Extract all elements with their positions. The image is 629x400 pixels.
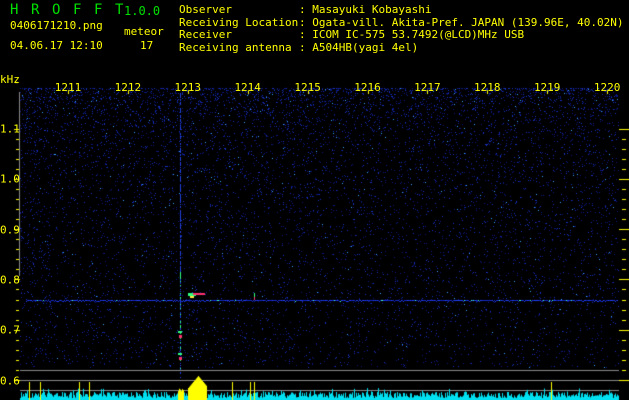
info-value: : ICOM IC-575 53.7492(@LCD)MHz USB — [299, 28, 525, 41]
time-label: 1213 — [174, 81, 202, 94]
title-letter: F — [94, 2, 103, 18]
freq-label: 1.0 — [0, 172, 20, 186]
title-letter: F — [73, 2, 82, 18]
info-value: : Masayuki Kobayashi — [299, 3, 432, 16]
title-letter: O — [52, 2, 61, 18]
freq-label: 0.6 — [0, 374, 20, 387]
time-label: 1214 — [234, 81, 261, 94]
title-letter: H — [10, 2, 19, 18]
freq-label: 0.7 — [0, 323, 20, 337]
freq-label: 0.9 — [0, 223, 20, 237]
time-label: 1220 — [593, 81, 621, 94]
info-label: Receiving antenna — [179, 40, 292, 54]
meteor-label: meteor — [124, 25, 164, 38]
info-observer: Observer : Masayuki Kobayashi — [179, 3, 624, 17]
time-label: 1219 — [533, 81, 561, 94]
info-label: Receiving Location — [179, 15, 299, 29]
time-label: 1218 — [474, 81, 501, 94]
time-label: 1215 — [294, 81, 321, 94]
app-version: 1.0.0 — [124, 4, 161, 18]
info-antenna: Receiving antenna : A504HB(yagi 4el) — [179, 40, 624, 55]
time-label: 1217 — [414, 81, 441, 94]
file-name: 0406171210.png — [10, 19, 103, 32]
freq-label: 1.1 — [0, 122, 20, 136]
title-letter: R — [31, 2, 40, 18]
info-value: : Ogata-vill. Akita-Pref. JAPAN (139.96E… — [299, 15, 624, 29]
axis-unit: kHz — [0, 73, 20, 86]
meteor-count: 17 — [140, 39, 154, 52]
time-label: 1216 — [354, 81, 381, 94]
station-info: Observer : Masayuki Kobayashi Receiving L… — [179, 3, 624, 55]
info-receiver: Receiver : ICOM IC-575 53.7492(@LCD)MHz U… — [179, 28, 624, 42]
time-label: 1211 — [54, 81, 82, 94]
file-datetime: 04.06.17 12:10 — [10, 39, 103, 52]
info-label: Receiver — [179, 28, 232, 41]
info-location: Receiving Location: Ogata-vill. Akita-Pr… — [179, 15, 624, 30]
title-letter: T — [115, 2, 124, 18]
time-label: 1212 — [114, 81, 142, 94]
freq-label: 0.8 — [0, 273, 20, 287]
info-label: Observer — [179, 3, 232, 16]
info-value: : A504HB(yagi 4el) — [299, 40, 419, 54]
